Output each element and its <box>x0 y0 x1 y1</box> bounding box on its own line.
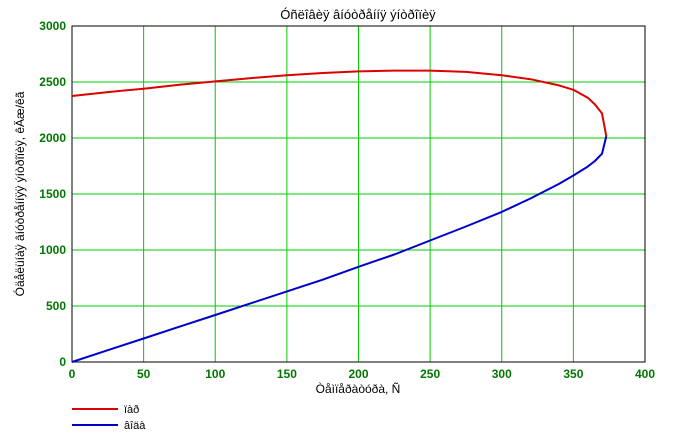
grid <box>72 26 645 362</box>
x-tick-label: 150 <box>277 367 297 381</box>
y-tick-label: 1000 <box>39 243 66 257</box>
x-tick-label: 350 <box>563 367 583 381</box>
y-axis-ticks: 0 500 1000 1500 2000 2500 3000 <box>39 19 66 369</box>
y-axis-label: Óäåëüíàÿ âíóòðåííÿÿ ýíòðîïèÿ, êÄæ/êã <box>12 91 27 296</box>
legend-label-1: âîäà <box>124 420 146 432</box>
y-tick-label: 2000 <box>39 131 66 145</box>
y-tick-label: 0 <box>59 355 66 369</box>
x-axis-label: Òåìïåðàòóðà, Ñ <box>316 381 401 396</box>
x-axis-ticks: 0 50 100 150 200 250 300 350 400 <box>69 367 656 381</box>
legend-label-0: ïàð <box>124 404 139 416</box>
x-tick-label: 300 <box>492 367 512 381</box>
x-tick-label: 200 <box>348 367 368 381</box>
x-tick-label: 50 <box>137 367 151 381</box>
series-line-1 <box>71 136 608 363</box>
x-tick-label: 250 <box>420 367 440 381</box>
legend: ïàð âîäà <box>72 404 146 432</box>
x-tick-label: 400 <box>635 367 655 381</box>
x-tick-label: 0 <box>69 367 76 381</box>
y-tick-label: 500 <box>46 299 66 313</box>
series-group <box>71 69 608 363</box>
x-tick-label: 100 <box>205 367 225 381</box>
y-tick-label: 1500 <box>39 187 66 201</box>
y-tick-label: 2500 <box>39 75 66 89</box>
plot-frame <box>71 25 646 363</box>
chart-title: Óñëîâèÿ âíóòðåííÿ ýíòðîïèÿ <box>280 7 436 22</box>
y-tick-label: 3000 <box>39 19 66 33</box>
series-line-0 <box>71 69 608 137</box>
